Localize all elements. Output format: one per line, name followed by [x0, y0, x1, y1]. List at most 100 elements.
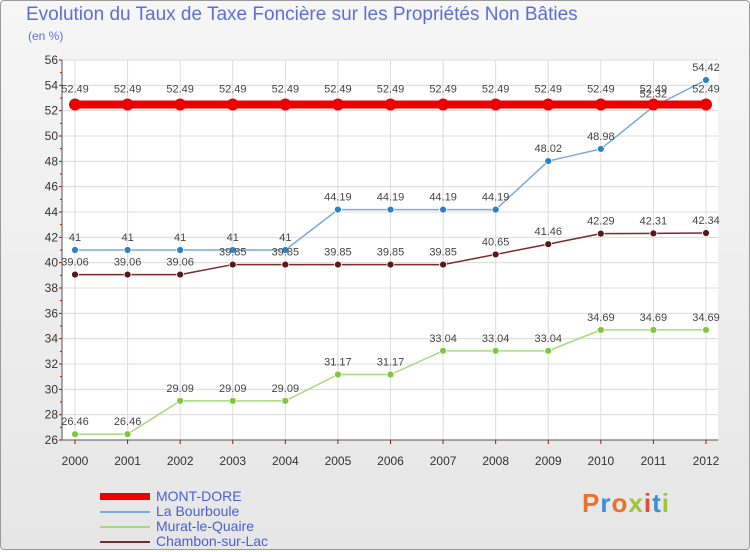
data-point	[121, 98, 134, 111]
proxiti-logo: Proxiti	[582, 488, 670, 519]
y-tick-label: 44	[45, 205, 59, 219]
data-label: 34.69	[640, 312, 668, 324]
data-label: 42.29	[587, 216, 615, 228]
y-tick-label: 38	[45, 281, 59, 295]
data-label: 39.85	[272, 247, 300, 259]
series-chambon-sur-lac	[71, 229, 710, 279]
series-la-bourboule	[71, 76, 710, 254]
data-label: 52.49	[429, 83, 457, 95]
y-tick-label: 32	[45, 357, 59, 371]
data-point	[176, 396, 185, 405]
data-label: 42.31	[640, 215, 668, 227]
series-mont-dore	[69, 98, 712, 111]
data-label: 52.49	[272, 83, 300, 95]
y-tick-label: 56	[45, 53, 59, 67]
legend-swatch	[100, 493, 150, 500]
data-point	[71, 430, 79, 439]
data-point	[334, 370, 342, 379]
data-point	[702, 76, 710, 84]
data-label: 44.19	[429, 192, 457, 204]
chart-title: Evolution du Taux de Taxe Foncière sur l…	[26, 4, 578, 25]
data-label: 34.69	[692, 312, 720, 324]
data-label: 41	[69, 232, 81, 244]
logo-letter: t	[652, 488, 662, 518]
x-tick-label: 2003	[219, 454, 246, 468]
data-label: 52.49	[219, 83, 247, 95]
data-point	[702, 229, 710, 237]
data-point	[71, 270, 79, 279]
data-label: 44.19	[324, 192, 352, 204]
x-tick-label: 2004	[272, 454, 299, 468]
y-tick-label: 42	[45, 230, 59, 244]
data-label: 54.42	[692, 62, 720, 74]
data-point	[279, 98, 292, 111]
data-labels: 52.49 52.49 52.49 52.49 52.49 52.49 52.49 52.49…	[61, 62, 720, 428]
legend-swatch	[100, 541, 150, 543]
x-tick-label: 2009	[535, 454, 562, 468]
data-label: 41	[174, 232, 186, 244]
data-point	[69, 98, 81, 111]
data-point	[439, 346, 447, 355]
x-tick-label: 2005	[325, 454, 352, 468]
data-point	[228, 246, 237, 254]
data-point	[386, 205, 395, 214]
x-tick-label: 2007	[430, 454, 457, 468]
data-point	[123, 430, 132, 439]
y-tick-label: 30	[45, 382, 59, 396]
data-point	[226, 98, 239, 111]
data-point	[439, 260, 447, 269]
x-tick-label: 2000	[62, 454, 89, 468]
logo-letter: i	[661, 488, 670, 518]
logo-letter: r	[600, 488, 612, 518]
data-point	[123, 246, 132, 254]
data-label: 39.06	[61, 257, 89, 269]
data-point	[700, 98, 712, 111]
y-tick-label: 52	[45, 104, 59, 118]
data-label: 39.06	[166, 257, 194, 269]
data-point	[544, 346, 553, 355]
y-tick-label: 54	[45, 78, 59, 92]
data-point	[647, 98, 660, 111]
data-label: 31.17	[377, 357, 405, 369]
y-tick-label: 50	[45, 129, 59, 143]
logo-letter: x	[628, 488, 644, 518]
data-point	[596, 229, 605, 238]
data-label: 33.04	[534, 333, 562, 345]
data-point	[386, 370, 395, 379]
data-point	[437, 98, 450, 111]
data-point	[174, 98, 187, 111]
x-tick-label: 2001	[114, 454, 141, 468]
data-label: 34.69	[587, 312, 615, 324]
data-label: 33.04	[482, 333, 510, 345]
data-point	[594, 98, 607, 111]
y-axis: 26 28 30 32 34 36 38 40 42 44 46 48 50 52 54 56	[45, 53, 63, 447]
data-point	[176, 270, 185, 279]
data-label: 31.17	[324, 357, 352, 369]
data-label: 39.85	[377, 247, 405, 259]
x-tick-label: 2010	[587, 454, 614, 468]
data-label: 39.06	[114, 257, 142, 269]
data-label: 52.49	[692, 83, 720, 95]
data-point	[491, 205, 500, 214]
data-point	[544, 240, 553, 249]
logo-letter: i	[643, 488, 653, 518]
data-point	[489, 98, 502, 111]
data-label: 40.65	[482, 236, 510, 248]
y-tick-label: 28	[45, 408, 59, 422]
x-tick-label: 2002	[167, 454, 194, 468]
data-point	[386, 260, 395, 269]
data-point	[71, 246, 79, 254]
data-label: 52.49	[114, 83, 142, 95]
data-label: 39.85	[429, 247, 457, 259]
data-label: 48.98	[587, 131, 615, 143]
data-label: 52.32	[640, 89, 668, 101]
data-label: 41	[279, 232, 291, 244]
x-axis: 2000 2001 2002 2003 2004 2005 2006 2007 2008 2009…	[62, 439, 720, 468]
data-point	[281, 260, 290, 269]
data-point	[491, 346, 500, 355]
data-label: 42.34	[692, 215, 720, 227]
data-label: 52.49	[534, 83, 562, 95]
x-tick-label: 2012	[693, 454, 720, 468]
data-label: 39.85	[219, 247, 247, 259]
